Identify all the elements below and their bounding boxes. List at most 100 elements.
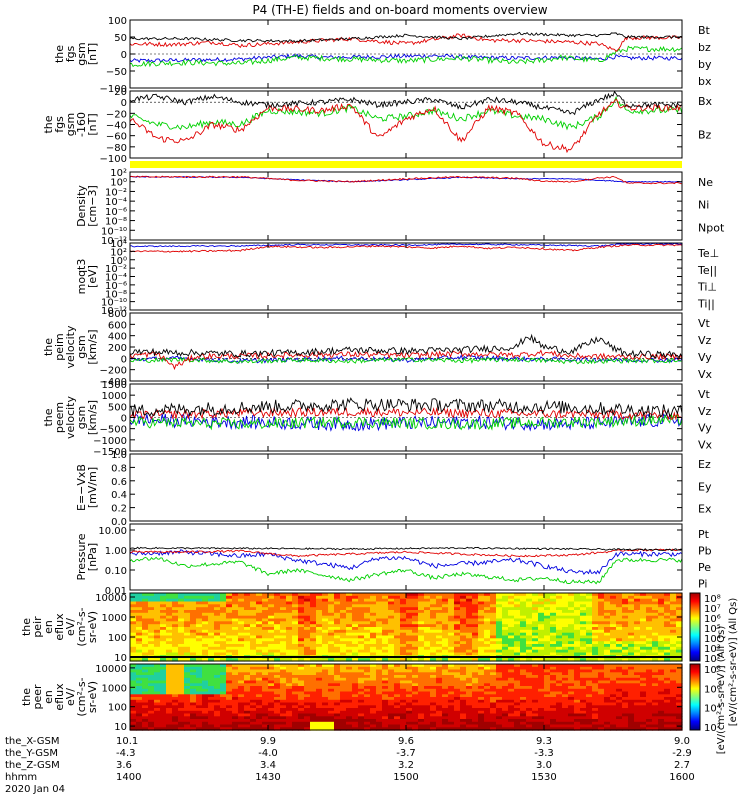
spectrogram-cell <box>658 677 665 682</box>
spectrogram-cell <box>148 607 155 611</box>
spectrogram-cell <box>646 708 653 712</box>
spectrogram-cell <box>346 697 353 701</box>
spectrogram-cell <box>418 646 425 651</box>
spectrogram-cell <box>478 641 485 645</box>
spectrogram-cell <box>586 727 593 731</box>
panel-peir_eflux: 10000100010010thepeirenefluxeV/(cm²-s-sr… <box>20 592 683 664</box>
y-axis-label: gsm <box>64 113 77 136</box>
spectrogram-cell <box>412 624 419 628</box>
spectrogram-cell <box>622 669 629 673</box>
spectrogram-cell <box>208 644 215 648</box>
legend-by: by <box>698 58 712 71</box>
spectrogram-cell <box>220 629 227 634</box>
spectrogram-cell <box>616 629 623 634</box>
spectrogram-cell <box>376 705 383 709</box>
spectrogram-cell <box>262 683 269 687</box>
spectrogram-cell <box>514 716 521 720</box>
spectrogram-cell <box>328 649 335 654</box>
spectrogram-cell <box>292 621 299 625</box>
spectrogram-cell <box>562 686 569 690</box>
spectrogram-cell <box>184 672 191 676</box>
spectrogram-cell <box>532 710 539 715</box>
spectrogram-cell <box>256 710 263 715</box>
spectrogram-cell <box>436 705 443 709</box>
spectrogram-cell <box>502 721 509 726</box>
spectrogram-cell <box>454 635 461 639</box>
spectrogram-cell <box>436 615 443 620</box>
spectrogram-cell <box>388 727 395 731</box>
spectrogram-cell <box>196 697 203 701</box>
spectrogram-cell <box>466 721 473 726</box>
spectrogram-cell <box>196 649 203 654</box>
spectrogram-cell <box>544 724 551 728</box>
spectrogram-cell <box>298 727 305 731</box>
spectrogram-cell <box>148 612 155 617</box>
spectrogram-cell <box>214 598 221 603</box>
spectrogram-cell <box>370 708 377 712</box>
spectrogram-cell <box>562 629 569 634</box>
spectrogram-cell <box>436 713 443 717</box>
spectrogram-cell <box>178 598 185 603</box>
spectrogram-cell <box>364 632 371 637</box>
spectrogram-cell <box>616 632 623 637</box>
spectrogram-cell <box>664 638 671 642</box>
spectrogram-cell <box>184 688 191 693</box>
spectrogram-cell <box>658 708 665 712</box>
spectrogram-cell <box>448 612 455 617</box>
spectrogram-cell <box>454 612 461 617</box>
spectrogram-cell <box>298 664 305 668</box>
spectrogram-cell <box>430 691 437 695</box>
spectrogram-cell <box>604 621 611 625</box>
spectrogram-cell <box>610 683 617 687</box>
spectrogram-cell <box>574 708 581 712</box>
spectrogram-cell <box>562 677 569 682</box>
spectrogram-cell <box>202 612 209 617</box>
spectrogram-cell <box>268 593 275 597</box>
spectrogram-cell <box>442 632 449 637</box>
spectrogram-cell <box>328 699 335 704</box>
spectrogram-cell <box>142 694 149 698</box>
spectrogram-cell <box>508 646 515 651</box>
spectrogram-cell <box>436 669 443 673</box>
spectrogram-cell <box>538 624 545 628</box>
spectrogram-cell <box>484 627 491 631</box>
spectrogram-cell <box>424 641 431 645</box>
spectrogram-cell <box>148 710 155 715</box>
spectrogram-cell <box>202 593 209 597</box>
spectrogram-cell <box>496 593 503 597</box>
figure-title: P4 (TH-E) fields and on-board moments ov… <box>252 3 547 17</box>
spectrogram-cell <box>580 664 587 668</box>
spectrogram-cell <box>466 629 473 634</box>
spectrogram-cell <box>508 691 515 695</box>
spectrogram-cell <box>490 694 497 698</box>
spectrogram-cell <box>352 688 359 693</box>
spectrogram-cell <box>556 629 563 634</box>
spectrogram-cell <box>304 649 311 654</box>
spectrogram-cell <box>394 618 401 622</box>
spectrogram-cell <box>622 710 629 715</box>
spectrogram-cell <box>526 672 533 676</box>
spectrogram-cell <box>226 721 233 726</box>
spectrogram-cell <box>232 680 239 684</box>
spectrogram-cell <box>148 694 155 698</box>
spectrogram-cell <box>430 677 437 682</box>
spectrogram-cell <box>496 658 503 662</box>
spectrogram-cell <box>400 721 407 726</box>
spectrogram-cell <box>244 721 251 726</box>
spectrogram-cell <box>532 672 539 676</box>
spectrogram-cell <box>616 680 623 684</box>
spectrogram-cell <box>298 615 305 620</box>
spectrogram-cell <box>430 601 437 605</box>
spectrogram-cell <box>298 595 305 600</box>
spectrogram-cell <box>562 702 569 706</box>
spectrogram-cell <box>160 672 167 676</box>
spectrogram-cell <box>424 669 431 673</box>
spectrogram-cell <box>190 612 197 617</box>
spectrogram-cell <box>376 621 383 625</box>
spectrogram-cell <box>520 716 527 720</box>
spectrogram-cell <box>412 607 419 611</box>
spectrogram-cell <box>370 635 377 639</box>
spectrogram-cell <box>136 638 143 642</box>
spectrogram-cell <box>166 672 173 676</box>
spectrogram-cell <box>658 716 665 720</box>
